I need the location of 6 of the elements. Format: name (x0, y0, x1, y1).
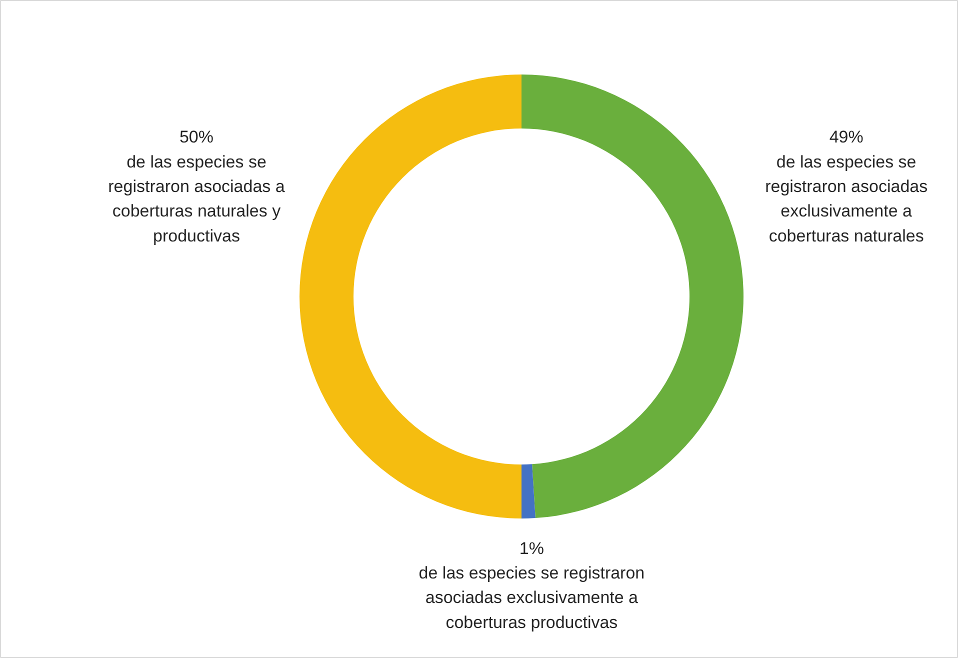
data-label: 1% (519, 538, 544, 558)
slice-label: de las especies se registraron asociadas exclusivamente a coberturas productivas (418, 564, 645, 632)
slice-label: de las especies se registraron asociadas exclusivamente a coberturas naturales (765, 152, 928, 246)
data-label: 49% (829, 128, 864, 147)
data-label: 50% (179, 128, 214, 147)
slice-label: de las especies se registraron asociadas a coberturas naturales y productivas (108, 152, 286, 246)
